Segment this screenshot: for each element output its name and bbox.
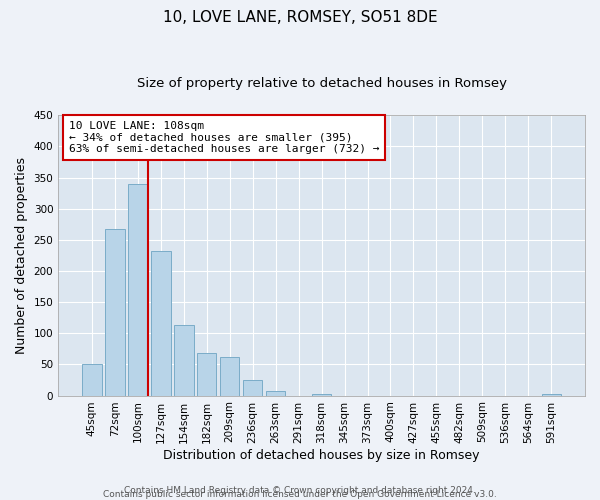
Text: Contains public sector information licensed under the Open Government Licence v3: Contains public sector information licen… (103, 490, 497, 499)
Text: 10 LOVE LANE: 108sqm
← 34% of detached houses are smaller (395)
63% of semi-deta: 10 LOVE LANE: 108sqm ← 34% of detached h… (69, 121, 379, 154)
Bar (151, 251, 170, 396)
Bar (243, 380, 262, 396)
Bar (312, 394, 331, 396)
X-axis label: Distribution of detached houses by size in Romsey: Distribution of detached houses by size … (163, 450, 480, 462)
Y-axis label: Number of detached properties: Number of detached properties (15, 157, 28, 354)
Bar (542, 394, 561, 396)
Bar (220, 357, 239, 396)
Bar (174, 325, 194, 396)
Bar (197, 353, 217, 396)
Bar (128, 184, 148, 396)
Bar (82, 364, 101, 396)
Bar (266, 391, 286, 396)
Title: Size of property relative to detached houses in Romsey: Size of property relative to detached ho… (137, 78, 506, 90)
Text: Contains HM Land Registry data © Crown copyright and database right 2024.: Contains HM Land Registry data © Crown c… (124, 486, 476, 495)
Text: 10, LOVE LANE, ROMSEY, SO51 8DE: 10, LOVE LANE, ROMSEY, SO51 8DE (163, 10, 437, 25)
Bar (105, 230, 125, 396)
